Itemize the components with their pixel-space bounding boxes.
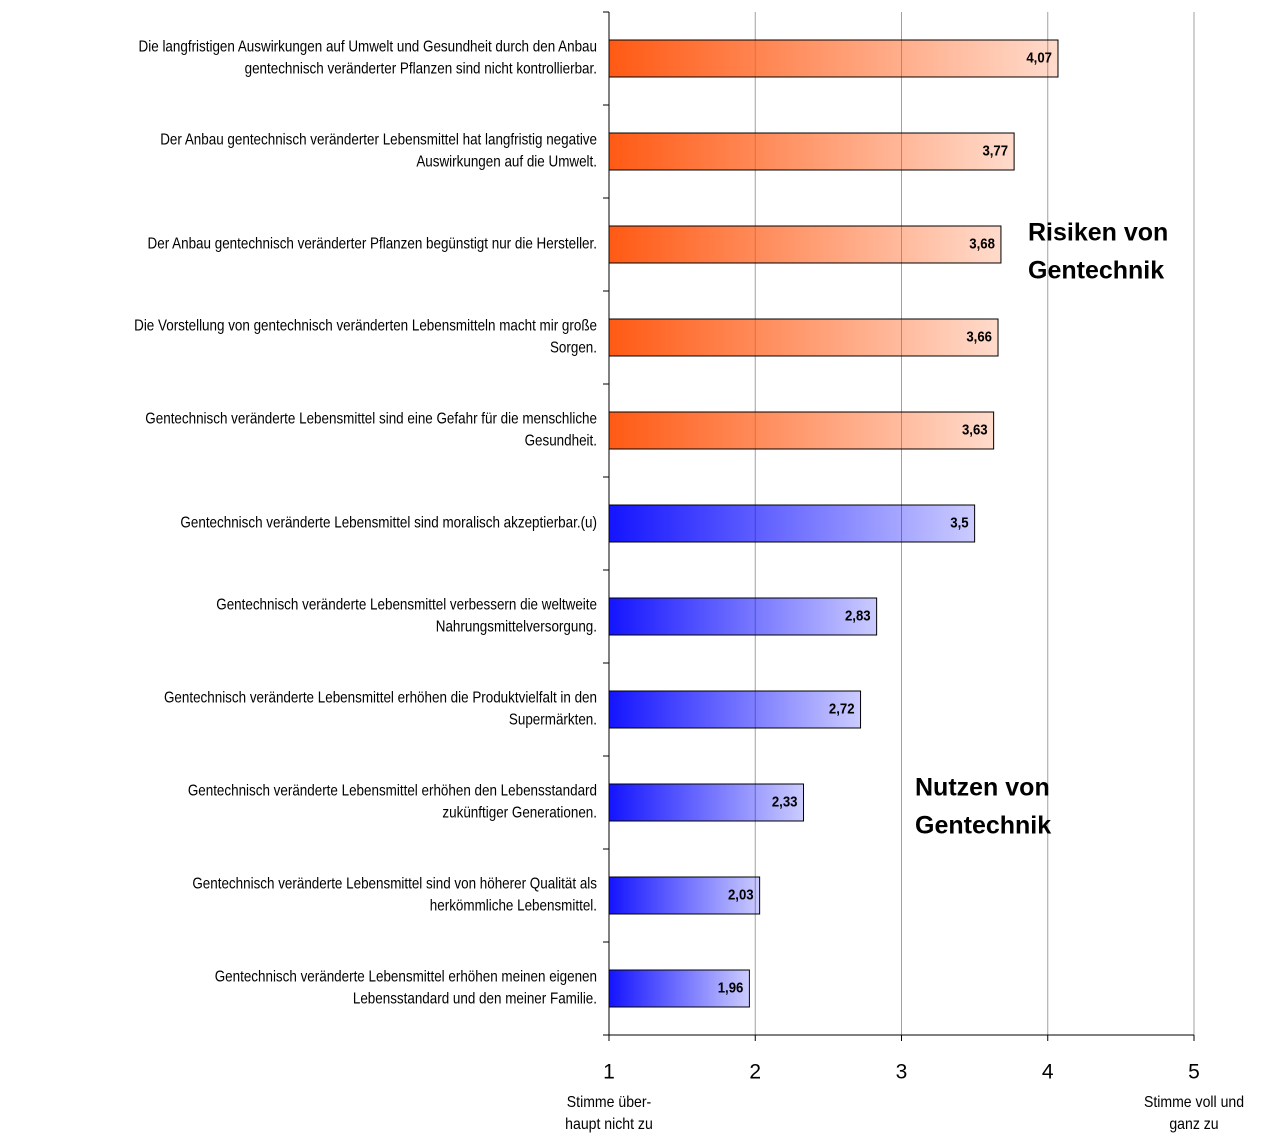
value-label: 4,07 bbox=[1026, 49, 1052, 66]
y-tick-label: Die Vorstellung von gentechnisch verände… bbox=[134, 318, 597, 335]
bar bbox=[608, 39, 1059, 78]
axis-note: Stimme voll und bbox=[1144, 1093, 1244, 1111]
bar bbox=[608, 690, 862, 729]
value-label: 3,77 bbox=[982, 142, 1008, 159]
y-tick-label: Gentechnisch veränderte Lebensmittel sin… bbox=[145, 411, 597, 428]
x-tick-label: 1 bbox=[603, 1061, 615, 1084]
y-tick-label: Lebensstandard und den meiner Familie. bbox=[353, 991, 597, 1008]
value-label: 2,83 bbox=[845, 607, 871, 624]
value-label: 2,72 bbox=[829, 700, 855, 717]
bar bbox=[608, 969, 750, 1008]
bar bbox=[608, 597, 878, 636]
y-tick-label: zukünftiger Generationen. bbox=[442, 805, 597, 822]
y-tick-label: Gentechnisch veränderte Lebensmittel erh… bbox=[215, 969, 597, 986]
y-tick-label: Sorgen. bbox=[550, 340, 597, 357]
x-tick-label: 5 bbox=[1188, 1061, 1200, 1084]
value-label: 3,63 bbox=[962, 421, 988, 438]
y-tick-label: Der Anbau gentechnisch veränderter Pflan… bbox=[148, 236, 597, 253]
y-tick-label: Supermärkten. bbox=[509, 712, 597, 729]
x-tick-label: 4 bbox=[1042, 1061, 1054, 1084]
axis-note: haupt nicht zu bbox=[565, 1115, 653, 1133]
annotation: Risiken von bbox=[1028, 219, 1168, 247]
value-label: 2,03 bbox=[728, 886, 754, 903]
x-tick-label: 2 bbox=[749, 1061, 761, 1084]
annotation: Gentechnik bbox=[915, 812, 1051, 840]
y-tick-label: herkömmliche Lebensmittel. bbox=[430, 898, 597, 915]
y-tick-label: Gentechnisch veränderte Lebensmittel erh… bbox=[188, 783, 597, 800]
y-tick-label: Auswirkungen auf die Umwelt. bbox=[416, 154, 597, 171]
bar bbox=[608, 504, 976, 543]
bar bbox=[608, 132, 1015, 171]
axis-note: ganz zu bbox=[1169, 1115, 1218, 1133]
value-label: 3,66 bbox=[966, 328, 992, 345]
bar bbox=[608, 876, 761, 915]
value-label: 1,96 bbox=[718, 979, 744, 996]
annotation: Gentechnik bbox=[1028, 257, 1164, 285]
value-label: 3,68 bbox=[969, 235, 995, 252]
bar bbox=[608, 225, 1002, 264]
x-tick-label: 3 bbox=[896, 1061, 908, 1084]
axis-note: Stimme über- bbox=[567, 1093, 651, 1111]
bar bbox=[608, 411, 995, 450]
y-tick-label: Die langfristigen Auswirkungen auf Umwel… bbox=[139, 39, 597, 56]
y-tick-label: Der Anbau gentechnisch veränderter Leben… bbox=[160, 132, 597, 149]
bar bbox=[608, 783, 805, 822]
bar bbox=[608, 318, 999, 357]
y-tick-label: Nahrungsmittelversorgung. bbox=[436, 619, 597, 636]
annotation: Nutzen von bbox=[915, 774, 1050, 802]
y-tick-label: Gentechnisch veränderte Lebensmittel sin… bbox=[180, 515, 597, 532]
y-tick-label: gentechnisch veränderter Pflanzen sind n… bbox=[245, 61, 597, 78]
value-label: 2,33 bbox=[772, 793, 798, 810]
y-tick-label: Gesundheit. bbox=[525, 433, 597, 450]
y-tick-label: Gentechnisch veränderte Lebensmittel erh… bbox=[164, 690, 597, 707]
y-tick-label: Gentechnisch veränderte Lebensmittel ver… bbox=[216, 597, 597, 614]
value-label: 3,5 bbox=[950, 514, 968, 531]
y-tick-label: Gentechnisch veränderte Lebensmittel sin… bbox=[192, 876, 597, 893]
